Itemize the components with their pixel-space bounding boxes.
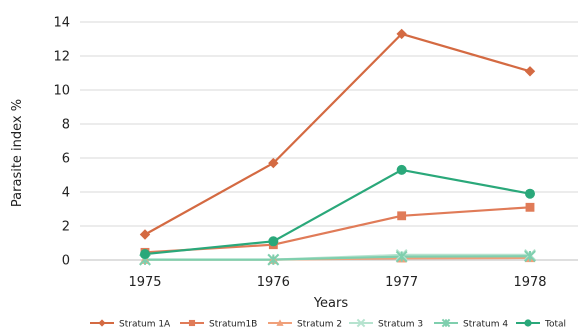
y-tick-label: 4	[62, 186, 70, 201]
axis-labels: 0 2 4 6 8 10 12 14 1975 1976 1977 1978 Years Parasite…	[10, 16, 547, 312]
data-point-5-1	[268, 236, 279, 247]
legend: Stratum 1A Stratum1B Stratum 2 Stratum 3 Str…	[90, 318, 566, 330]
legend-item: Total	[516, 319, 566, 330]
data-point-4-2	[395, 250, 408, 263]
series-line-4	[145, 255, 531, 261]
legend-marker	[356, 318, 366, 328]
data-point-4-3	[524, 250, 536, 263]
legend-item: Stratum 4	[434, 318, 508, 330]
y-tick-label: 12	[53, 50, 70, 65]
data-point-5-2	[396, 164, 407, 175]
x-tick-label: 1978	[513, 275, 546, 290]
series-lines	[144, 32, 531, 261]
y-tick-label: 10	[53, 84, 70, 99]
data-point-5-3	[525, 188, 535, 199]
series-markers	[139, 28, 536, 266]
legend-marker	[276, 319, 284, 326]
legend-label: Stratum1B	[209, 320, 257, 330]
legend-marker	[441, 318, 451, 328]
legend-label: Stratum 2	[297, 320, 342, 330]
y-tick-label: 14	[53, 16, 70, 31]
legend-label: Stratum 1A	[119, 320, 171, 330]
legend-label: Stratum 3	[378, 320, 423, 330]
legend-item: Stratum 2	[268, 319, 342, 330]
y-tick-label: 6	[62, 152, 70, 167]
x-axis-title: Years	[313, 296, 349, 311]
x-tick-label: 1976	[257, 275, 290, 290]
legend-item: Stratum 3	[349, 318, 423, 330]
series-line-1	[144, 206, 531, 254]
y-tick-label: 8	[62, 118, 70, 133]
data-point-0-2	[396, 28, 407, 40]
grid-lines	[80, 21, 578, 261]
series-line-0	[144, 32, 531, 236]
y-axis-title: Parasite index %	[10, 99, 25, 207]
legend-label: Total	[544, 320, 566, 330]
x-tick-label: 1977	[385, 275, 418, 290]
y-tick-label: 2	[62, 220, 70, 235]
x-tick-label: 1975	[128, 275, 161, 290]
data-point-5-0	[140, 249, 150, 260]
data-point-1-3	[525, 202, 535, 212]
legend-item: Stratum1B	[180, 320, 257, 330]
legend-marker	[98, 319, 106, 327]
data-point-4-1	[267, 253, 280, 266]
legend-marker	[188, 319, 196, 327]
data-point-0-1	[268, 157, 279, 169]
data-point-1-2	[397, 211, 407, 221]
legend-item: Stratum 1A	[90, 319, 171, 330]
legend-label: Stratum 4	[463, 320, 508, 330]
data-point-0-3	[524, 66, 536, 77]
series-line-5	[144, 168, 531, 256]
y-tick-label: 0	[62, 254, 70, 269]
legend-marker	[524, 319, 532, 327]
data-point-0-0	[139, 229, 151, 240]
